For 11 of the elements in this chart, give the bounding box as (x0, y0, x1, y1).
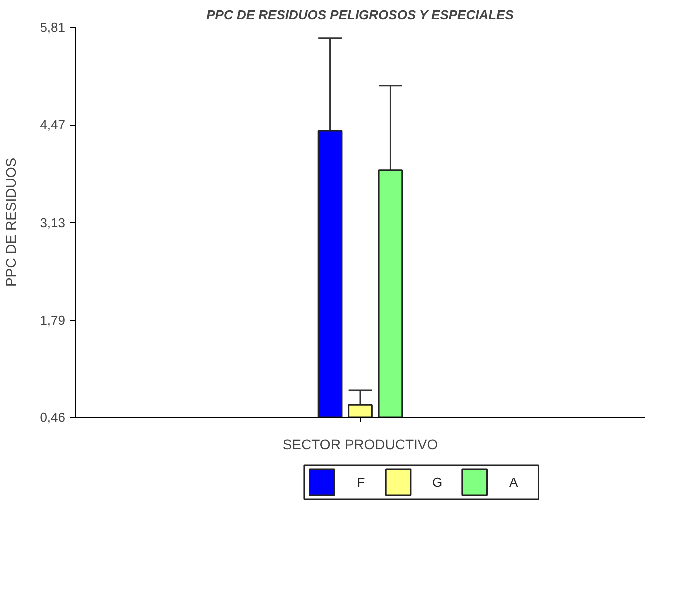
x-tick-label: SECTOR PRODUCTIVO (282, 436, 438, 452)
legend-label: G (432, 475, 443, 490)
y-tick-label: 1,79 (40, 313, 66, 328)
legend-label: A (510, 475, 519, 490)
y-tick-label: 0,46 (40, 410, 66, 425)
y-tick-label: 3,13 (40, 215, 66, 230)
y-tick-label: 4,47 (40, 118, 66, 133)
y-axis-title: PPC DE RESIDUOS (3, 158, 20, 288)
y-tick-label: 5,81 (40, 20, 66, 35)
chart-title: PPC DE RESIDUOS PELIGROSOS Y ESPECIALES (206, 8, 514, 22)
legend-label: F (357, 475, 366, 490)
